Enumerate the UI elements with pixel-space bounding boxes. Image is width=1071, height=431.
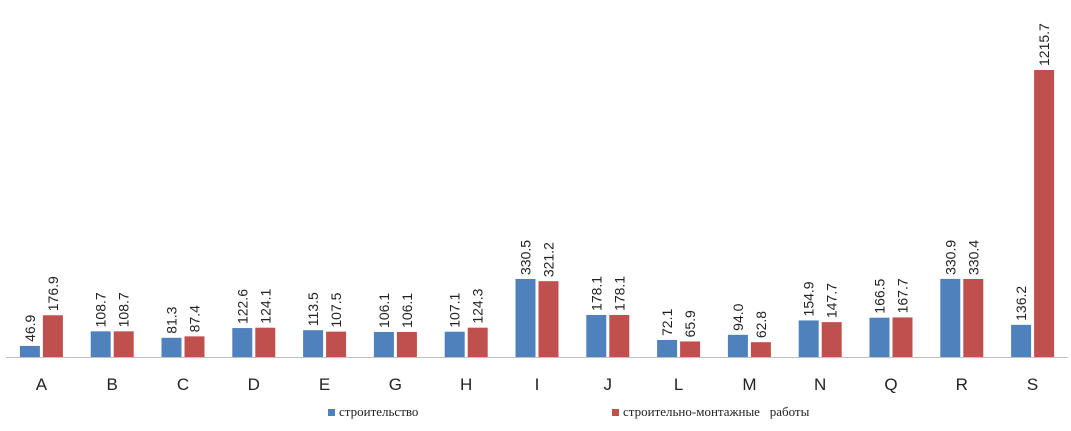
data-label-g-series-1: 106.1	[376, 293, 392, 328]
x-tick-label-a: A	[36, 375, 48, 394]
bar-b-series-2	[113, 331, 134, 357]
bar-m-series-2	[750, 342, 771, 357]
x-tick-label-d: D	[248, 375, 260, 394]
data-label-m-series-2: 62.8	[753, 311, 769, 338]
bar-l-series-1	[657, 339, 678, 357]
bar-a-series-1	[19, 345, 40, 357]
bar-e-series-2	[326, 331, 347, 357]
bar-h-series-1	[444, 331, 465, 357]
data-label-m-series-1: 94.0	[730, 303, 746, 330]
bar-i-series-2	[538, 281, 559, 357]
x-tick-label-m: M	[742, 375, 756, 394]
x-tick-label-b: B	[107, 375, 118, 394]
bar-c-series-2	[184, 336, 205, 357]
data-label-q-series-2: 167.7	[895, 278, 911, 313]
x-tick-label-l: L	[674, 375, 683, 394]
chart-legend: строительство строительно-монтажные рабо…	[0, 404, 1071, 424]
data-label-h-series-1: 107.1	[447, 292, 463, 327]
x-tick-label-i: I	[535, 375, 540, 394]
legend-label-series-2: строительно-монтажные работы	[623, 404, 810, 419]
data-label-e-series-1: 113.5	[305, 292, 321, 326]
data-label-r-series-1: 330.9	[942, 240, 958, 275]
bar-j-series-2	[609, 314, 630, 357]
bar-r-series-1	[940, 278, 961, 357]
x-tick-label-c: C	[177, 375, 189, 394]
bar-a-series-2	[42, 315, 63, 357]
data-label-a-series-2: 176.9	[45, 276, 61, 311]
bar-q-series-2	[892, 317, 913, 357]
data-label-i-series-2: 321.2	[541, 242, 557, 277]
x-tick-label-e: E	[319, 375, 330, 394]
bar-q-series-1	[869, 317, 890, 357]
legend-swatch-series-2	[612, 408, 619, 416]
bar-c-series-1	[161, 337, 182, 357]
bar-j-series-1	[586, 314, 607, 357]
bar-i-series-1	[515, 278, 536, 357]
data-label-q-series-1: 166.5	[872, 278, 888, 313]
data-label-j-series-1: 178.1	[588, 276, 604, 311]
legend-swatch-series-1	[328, 408, 335, 416]
bar-s-series-1	[1011, 324, 1032, 357]
data-label-g-series-2: 106.1	[399, 293, 415, 328]
bar-g-series-1	[373, 331, 394, 357]
bar-e-series-1	[303, 330, 324, 357]
data-label-i-series-1: 330.5	[518, 240, 534, 275]
data-label-h-series-2: 124.3	[470, 288, 486, 323]
x-tick-label-r: R	[956, 375, 968, 394]
bar-d-series-2	[255, 327, 276, 357]
bar-g-series-2	[396, 331, 417, 357]
data-label-s-series-2: 1215.7	[1036, 23, 1052, 66]
bar-n-series-2	[821, 322, 842, 357]
data-label-c-series-2: 87.4	[187, 305, 203, 332]
legend-item-series-1: строительство	[328, 404, 418, 420]
bar-m-series-1	[727, 334, 748, 357]
bar-r-series-2	[963, 278, 984, 357]
bar-h-series-2	[467, 327, 488, 357]
x-tick-label-s: S	[1027, 375, 1038, 394]
data-label-d-series-1: 122.6	[234, 289, 250, 324]
x-tick-label-j: J	[604, 375, 613, 394]
x-tick-label-q: Q	[884, 375, 897, 394]
data-label-c-series-1: 81.3	[164, 306, 180, 333]
data-label-e-series-2: 107.5	[328, 292, 344, 327]
bar-s-series-2	[1034, 70, 1055, 357]
x-tick-label-h: H	[460, 375, 472, 394]
bar-d-series-1	[232, 328, 253, 357]
bar-l-series-2	[680, 341, 701, 357]
data-label-r-series-2: 330.4	[965, 240, 981, 275]
data-label-d-series-2: 124.1	[257, 288, 273, 323]
bar-b-series-1	[90, 331, 111, 357]
data-label-l-series-1: 72.1	[659, 309, 675, 336]
data-label-n-series-1: 154.9	[801, 281, 817, 316]
data-label-b-series-1: 108.7	[93, 292, 109, 327]
x-tick-label-n: N	[814, 375, 826, 394]
data-label-n-series-2: 147.7	[824, 283, 840, 318]
legend-item-series-2: строительно-монтажные работы	[612, 404, 809, 420]
data-label-l-series-2: 65.9	[682, 310, 698, 337]
bar-n-series-1	[798, 320, 819, 357]
data-label-s-series-1: 136.2	[1013, 286, 1029, 321]
data-label-a-series-1: 46.9	[22, 314, 38, 341]
legend-label-series-1: строительство	[339, 404, 419, 419]
data-label-j-series-2: 178.1	[611, 276, 627, 311]
data-label-b-series-2: 108.7	[116, 292, 132, 327]
x-tick-label-g: G	[389, 375, 402, 394]
